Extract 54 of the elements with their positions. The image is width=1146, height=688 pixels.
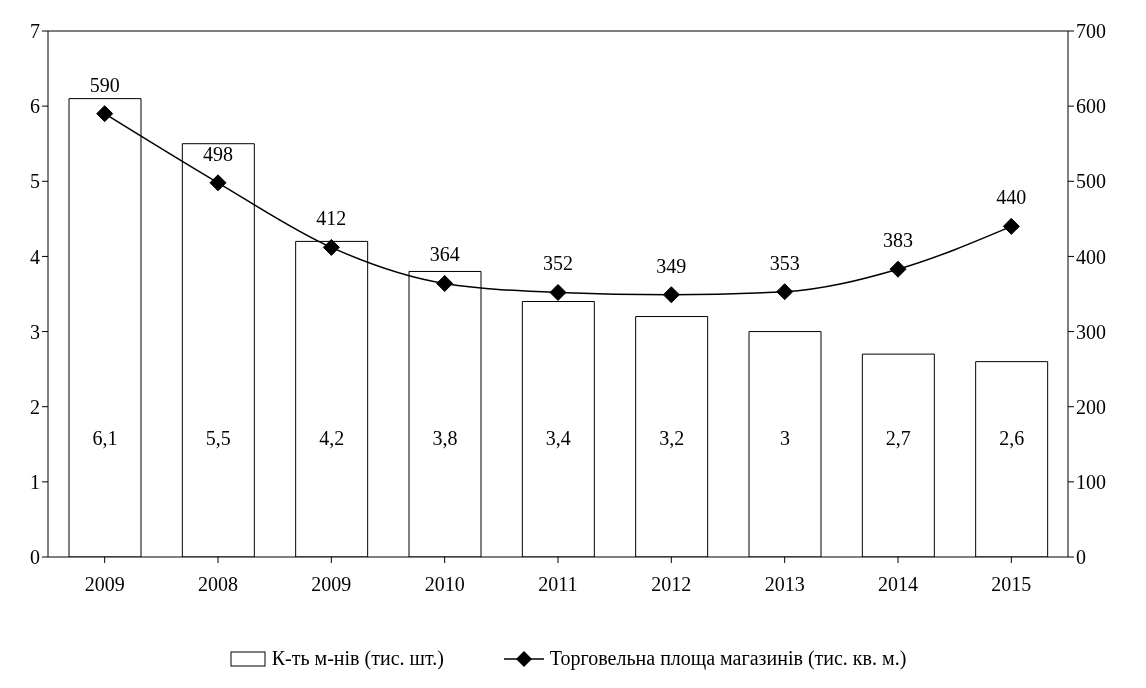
y2-tick-label: 0 [1076,546,1086,569]
data-label: 498 [203,142,233,165]
data-label: 353 [769,251,800,274]
y-tick-label: 3 [30,320,40,343]
y-tick-label: 2 [30,395,40,418]
y-tick-label: 7 [30,20,40,43]
data-label: 352 [543,252,573,275]
point [662,286,680,304]
x-tick-label: 2009 [84,573,125,596]
data-label: 3 [780,427,790,449]
x-tick-label: 2015 [991,573,1032,596]
data-label: 383 [883,229,913,252]
point [322,238,340,256]
y-tick-label: 4 [30,245,40,268]
data-label: 3,2 [659,427,685,449]
x-tick-label: 2012 [651,573,692,596]
legend-label: Торговельна площа магазинів (тис. кв. м.) [549,647,907,670]
y2-tick-label: 300 [1076,320,1106,343]
y2-tick-label: 200 [1076,395,1106,418]
y-tick-label: 5 [30,170,40,193]
x-tick-label: 2009 [311,573,352,596]
x-tick-label: 2011 [538,573,578,596]
x-tick-label: 2010 [424,573,465,596]
data-label: 2,7 [885,427,911,449]
data-label: 3,4 [545,427,571,449]
data-label: 349 [656,254,687,277]
data-label: 5,5 [205,427,231,449]
data-label: 440 [996,186,1027,209]
x-tick-label: 2014 [878,573,918,596]
data-label: 2,6 [999,427,1025,449]
data-label: 3,8 [432,427,458,449]
y2-tick-label: 600 [1076,95,1106,118]
data-label: 590 [89,73,120,96]
data-label: 364 [429,243,460,266]
data-label: 4,2 [319,427,345,449]
x-tick-label: 2008 [198,573,238,596]
y-tick-label: 1 [30,470,40,493]
point [549,284,567,301]
point [436,274,454,292]
y-tick-label: 6 [30,95,40,118]
y2-tick-label: 500 [1076,170,1106,193]
y2-tick-label: 100 [1076,470,1106,493]
x-tick-label: 2013 [764,573,805,596]
y2-tick-label: 400 [1076,245,1106,268]
point [1002,217,1020,235]
point [889,260,907,278]
point [776,283,794,301]
data-label: 6,1 [92,427,118,449]
y-tick-label: 0 [30,546,40,569]
data-label: 412 [316,207,347,230]
legend-label: К-ть м-нів (тис. шт.) [271,647,444,670]
point [209,174,227,192]
point [96,105,114,123]
y2-tick-label: 700 [1076,20,1106,43]
